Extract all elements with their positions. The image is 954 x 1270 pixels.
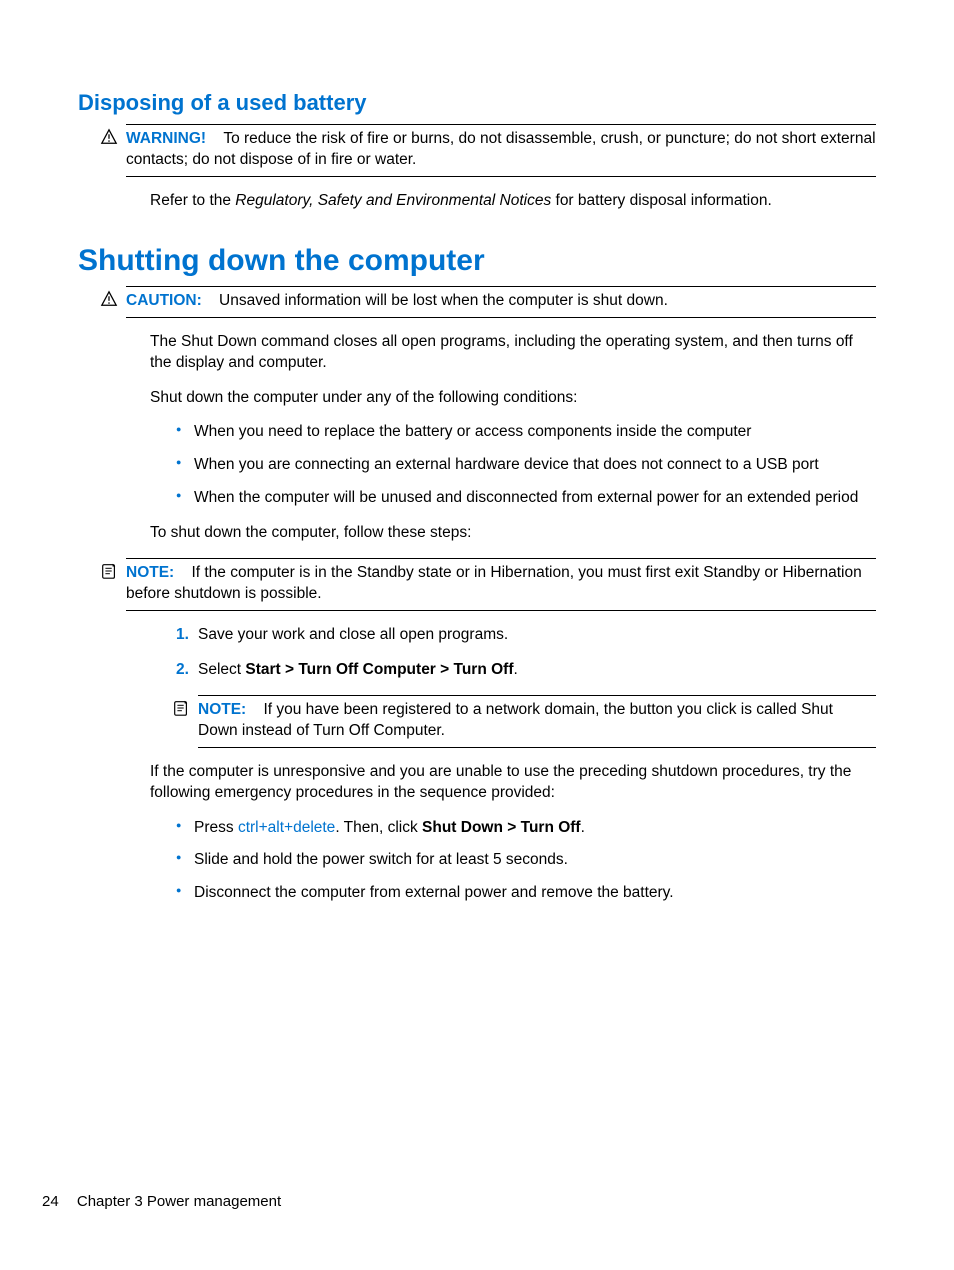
heading-shutting-down: Shutting down the computer: [78, 244, 876, 278]
disposal-reference-para: Refer to the Regulatory, Safety and Envi…: [150, 191, 876, 212]
list-item: Disconnect the computer from external po…: [176, 883, 876, 904]
shutdown-steps-intro: To shut down the computer, follow these …: [150, 523, 876, 544]
list-item: When you need to replace the battery or …: [176, 422, 876, 443]
note-box-1: NOTE: If the computer is in the Standby …: [126, 558, 876, 611]
warning-triangle-icon: [100, 128, 118, 146]
note-icon: [172, 699, 190, 717]
page-number: 24: [42, 1193, 59, 1210]
ctrl-alt-delete-text: ctrl+alt+delete: [238, 819, 335, 836]
list-item: When you are connecting an external hard…: [176, 455, 876, 476]
note-label: NOTE:: [126, 564, 174, 581]
section1-body: Refer to the Regulatory, Safety and Envi…: [150, 191, 876, 212]
list-item: When the computer will be unused and dis…: [176, 488, 876, 509]
emergency-intro-para: If the computer is unresponsive and you …: [150, 762, 876, 804]
section2-body: The Shut Down command closes all open pr…: [150, 332, 876, 544]
warning-label: WARNING!: [126, 130, 206, 147]
chapter-label: Chapter 3 Power management: [77, 1193, 281, 1210]
steps-block: 1. Save your work and close all open pro…: [150, 625, 876, 904]
page-footer: 24 Chapter 3 Power management: [42, 1193, 281, 1210]
heading-disposing: Disposing of a used battery: [78, 90, 876, 116]
caution-label: CAUTION:: [126, 292, 202, 309]
caution-text: Unsaved information will be lost when th…: [206, 292, 668, 309]
shutdown-conditions-intro: Shut down the computer under any of the …: [150, 388, 876, 409]
note-text: If you have been registered to a network…: [198, 701, 833, 739]
conditions-list: When you need to replace the battery or …: [176, 422, 876, 509]
note-box-2: NOTE: If you have been registered to a n…: [198, 695, 876, 748]
step-number: 1.: [176, 625, 189, 646]
caution-box: CAUTION: Unsaved information will be los…: [126, 286, 876, 318]
list-item: Press ctrl+alt+delete. Then, click Shut …: [176, 818, 876, 839]
step-item: 1. Save your work and close all open pro…: [176, 625, 876, 646]
note-text: If the computer is in the Standby state …: [126, 564, 862, 602]
note-icon: [100, 562, 118, 580]
shutdown-steps: 1. Save your work and close all open pro…: [176, 625, 876, 748]
warning-box: WARNING! To reduce the risk of fire or b…: [126, 124, 876, 177]
caution-triangle-icon: [100, 290, 118, 308]
note-label: NOTE:: [198, 701, 246, 718]
page-content: Disposing of a used battery WARNING! To …: [0, 0, 954, 904]
step-number: 2.: [176, 660, 189, 681]
emergency-list: Press ctrl+alt+delete. Then, click Shut …: [176, 818, 876, 905]
step-item: 2. Select Start > Turn Off Computer > Tu…: [176, 660, 876, 748]
list-item: Slide and hold the power switch for at l…: [176, 850, 876, 871]
warning-text: To reduce the risk of fire or burns, do …: [126, 130, 876, 168]
shutdown-intro-para: The Shut Down command closes all open pr…: [150, 332, 876, 374]
step-text: Select Start > Turn Off Computer > Turn …: [198, 661, 518, 678]
step-text: Save your work and close all open progra…: [198, 626, 508, 643]
